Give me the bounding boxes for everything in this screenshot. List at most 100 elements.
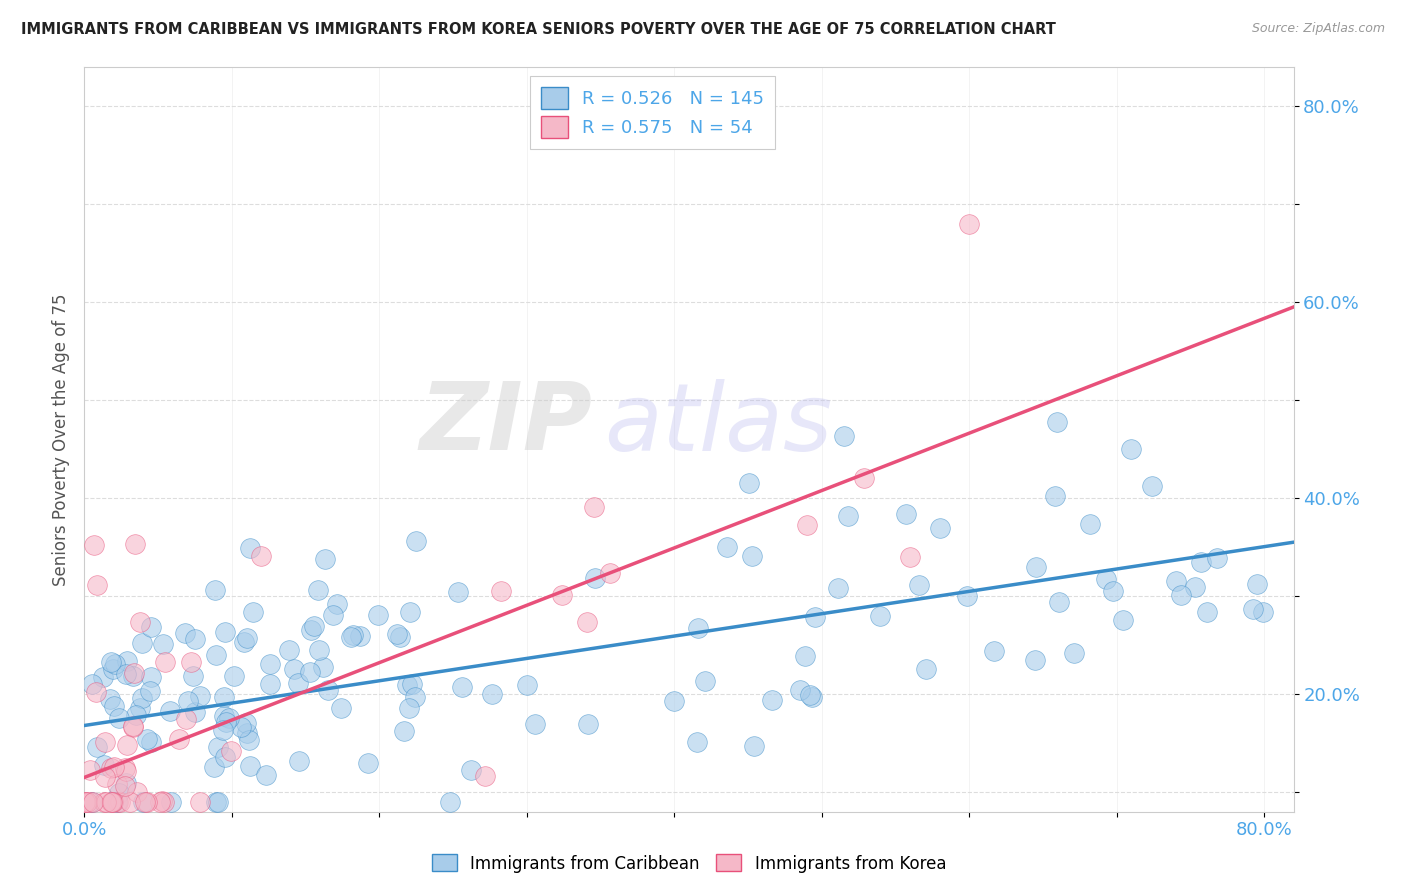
Y-axis label: Seniors Poverty Over the Age of 75: Seniors Poverty Over the Age of 75 <box>52 293 70 585</box>
Point <box>396 678 419 692</box>
Point <box>139 735 162 749</box>
Point <box>254 768 277 782</box>
Point <box>212 690 235 704</box>
Point <box>322 607 344 622</box>
Point <box>152 795 174 809</box>
Point <box>1253 605 1275 619</box>
Point <box>314 552 336 566</box>
Point <box>229 719 252 733</box>
Text: Source: ZipAtlas.com: Source: ZipAtlas.com <box>1251 22 1385 36</box>
Point <box>93 758 115 772</box>
Point <box>1166 574 1188 588</box>
Point <box>94 795 117 809</box>
Point <box>481 687 503 701</box>
Point <box>800 690 823 705</box>
Point <box>302 618 325 632</box>
Point <box>122 720 145 734</box>
Point <box>1043 490 1066 504</box>
Legend: Immigrants from Caribbean, Immigrants from Korea: Immigrants from Caribbean, Immigrants fr… <box>425 847 953 880</box>
Point <box>232 635 254 649</box>
Point <box>398 606 420 620</box>
Point <box>664 694 686 708</box>
Point <box>401 676 423 690</box>
Point <box>583 500 606 514</box>
Point <box>853 470 876 484</box>
Point <box>159 704 181 718</box>
Point <box>121 719 143 733</box>
Point <box>1063 646 1085 660</box>
Point <box>122 669 145 683</box>
Point <box>214 709 236 723</box>
Point <box>1024 652 1046 666</box>
Point <box>114 667 136 681</box>
Point <box>207 739 229 754</box>
Point <box>869 609 891 624</box>
Point <box>738 475 761 490</box>
Point <box>184 632 207 646</box>
Point <box>278 642 301 657</box>
Point <box>357 756 380 770</box>
Point <box>222 669 245 683</box>
Point <box>983 643 1005 657</box>
Point <box>214 750 236 764</box>
Point <box>1184 580 1206 594</box>
Point <box>242 605 264 619</box>
Point <box>207 795 229 809</box>
Point <box>177 694 200 708</box>
Point <box>1142 479 1164 493</box>
Point <box>152 637 174 651</box>
Point <box>73 795 96 809</box>
Point <box>86 577 108 591</box>
Point <box>1046 415 1069 429</box>
Point <box>101 795 124 809</box>
Point <box>957 217 980 231</box>
Point <box>136 795 159 809</box>
Point <box>1205 550 1227 565</box>
Point <box>103 698 125 713</box>
Point <box>599 566 621 580</box>
Point <box>741 549 763 563</box>
Text: ZIP: ZIP <box>419 378 592 470</box>
Point <box>128 701 150 715</box>
Point <box>84 685 107 699</box>
Point <box>576 717 599 731</box>
Point <box>107 786 129 800</box>
Point <box>94 735 117 749</box>
Point <box>686 734 709 748</box>
Point <box>124 707 146 722</box>
Point <box>794 648 817 663</box>
Point <box>214 624 236 639</box>
Point <box>124 537 146 551</box>
Point <box>188 795 211 809</box>
Point <box>94 770 117 784</box>
Point <box>101 795 124 809</box>
Text: atlas: atlas <box>605 379 832 470</box>
Point <box>79 795 101 809</box>
Point <box>188 689 211 703</box>
Point <box>398 701 420 715</box>
Point <box>742 739 765 753</box>
Point <box>80 795 103 809</box>
Point <box>796 518 818 533</box>
Point <box>105 795 128 809</box>
Point <box>283 662 305 676</box>
Text: IMMIGRANTS FROM CARIBBEAN VS IMMIGRANTS FROM KOREA SENIORS POVERTY OVER THE AGE : IMMIGRANTS FROM CARIBBEAN VS IMMIGRANTS … <box>21 22 1056 37</box>
Point <box>98 692 121 706</box>
Point <box>451 680 474 694</box>
Point <box>288 754 311 768</box>
Point <box>83 538 105 552</box>
Point <box>1119 442 1142 456</box>
Point <box>1170 589 1192 603</box>
Point <box>93 795 115 809</box>
Point <box>205 648 228 662</box>
Point <box>516 678 538 692</box>
Point <box>73 795 96 809</box>
Point <box>523 717 546 731</box>
Point <box>299 665 322 680</box>
Point <box>583 571 606 585</box>
Point <box>404 690 426 704</box>
Point <box>100 655 122 669</box>
Point <box>259 657 281 672</box>
Point <box>114 761 136 775</box>
Point <box>239 541 262 555</box>
